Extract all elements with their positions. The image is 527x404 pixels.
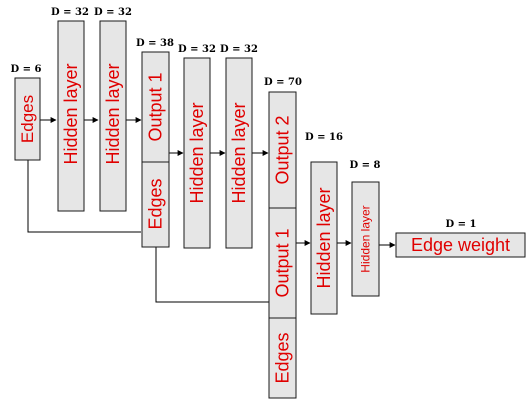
hidden-layer-2-label: Hidden layer bbox=[103, 63, 123, 164]
dim-label-hidden1: D = 32 bbox=[51, 7, 89, 18]
concat2-output1-label: Output 1 bbox=[273, 228, 293, 297]
edges-input-label: Edges bbox=[18, 95, 37, 143]
dim-label-edges-input: D = 6 bbox=[11, 64, 42, 75]
concat2-output1-box bbox=[268, 207, 297, 319]
concat2-edges-label: Edges bbox=[273, 332, 293, 383]
hidden-layer-4-label: Hidden layer bbox=[229, 102, 249, 203]
hidden-layer-6-box bbox=[351, 181, 380, 297]
edge-weight-output-label: Edge weight bbox=[411, 235, 510, 255]
hidden-layer-1-label: Hidden layer bbox=[61, 63, 81, 164]
edge-weight-output-box bbox=[395, 232, 526, 258]
dim-label-hidden6: D = 8 bbox=[350, 160, 381, 171]
hidden-layer-4-box bbox=[225, 57, 253, 249]
dim-label-output: D = 1 bbox=[446, 219, 477, 230]
hidden-layer-5-box bbox=[310, 161, 338, 315]
hidden-layer-2-box bbox=[99, 20, 127, 212]
hidden-layer-1-box bbox=[57, 20, 85, 212]
dim-label-hidden5: D = 16 bbox=[305, 132, 343, 143]
concat2-edges-box bbox=[268, 317, 297, 399]
concat1-output1-box bbox=[141, 51, 170, 163]
dim-label-hidden4: D = 32 bbox=[220, 44, 258, 55]
skip-connection-edges-to-concat1 bbox=[27, 160, 141, 233]
dim-label-concat2: D = 70 bbox=[264, 77, 302, 88]
hidden-layer-5-label: Hidden layer bbox=[314, 187, 334, 288]
edges-input-box bbox=[14, 77, 41, 161]
concat1-output1-label: Output 1 bbox=[146, 72, 166, 141]
skip-connection-output1-to-concat2 bbox=[155, 247, 269, 303]
hidden-layer-3-box bbox=[183, 57, 211, 249]
concat1-edges-box bbox=[141, 161, 170, 248]
hidden-layer-6-label: Hidden layer bbox=[359, 205, 373, 272]
dim-label-hidden3: D = 32 bbox=[178, 44, 216, 55]
hidden-layer-3-label: Hidden layer bbox=[187, 102, 207, 203]
concat1-edges-label: Edges bbox=[146, 178, 166, 229]
concat2-output2-label: Output 2 bbox=[273, 115, 293, 184]
dim-label-concat1: D = 38 bbox=[136, 38, 174, 49]
dim-label-hidden2: D = 32 bbox=[94, 7, 132, 18]
